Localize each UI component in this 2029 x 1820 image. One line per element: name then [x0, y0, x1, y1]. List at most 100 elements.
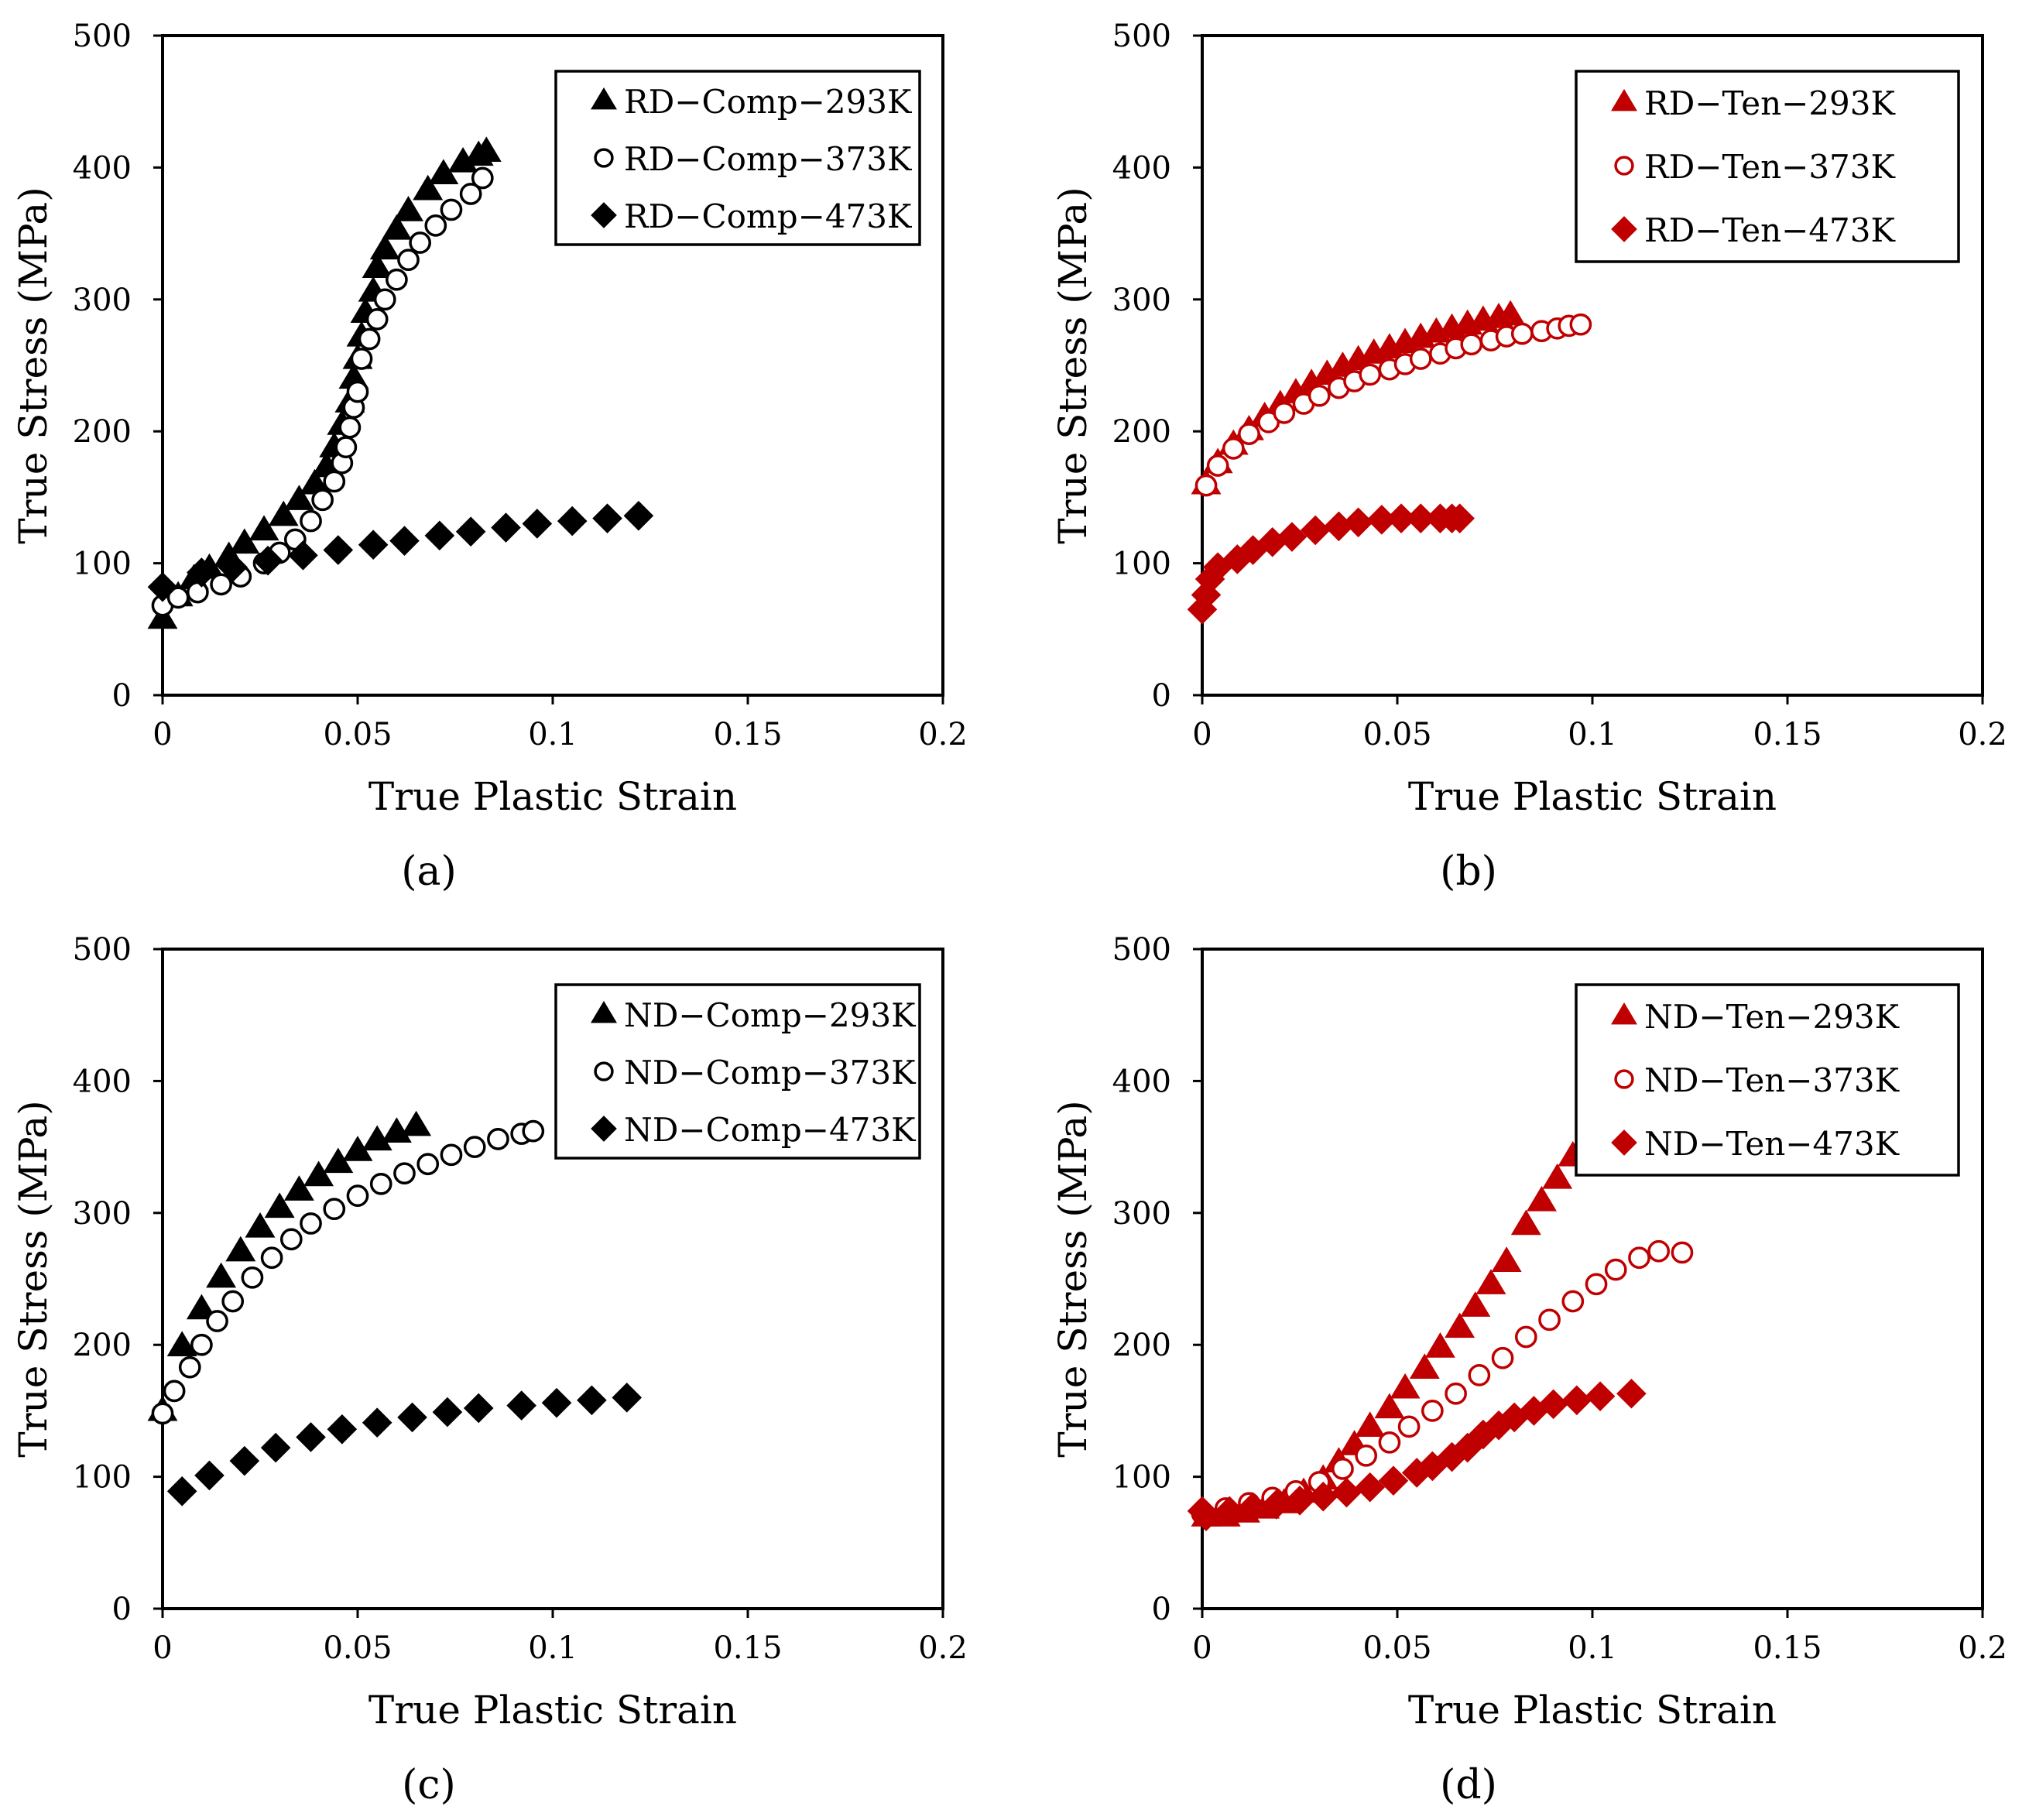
series-2	[166, 1383, 643, 1506]
data-point	[1343, 507, 1373, 538]
y-tick-label: 200	[1112, 414, 1171, 450]
x-axis-label: True Plastic Strain	[1408, 774, 1777, 819]
data-point	[1194, 474, 1218, 497]
legend-entry-label: ND−Ten−373K	[1644, 1061, 1900, 1099]
data-point	[1491, 1346, 1514, 1369]
data-point	[413, 174, 444, 201]
x-tick-label: 0.2	[918, 717, 968, 752]
data-point	[522, 509, 553, 539]
x-tick-label: 0	[153, 1630, 172, 1666]
legend-marker	[1611, 1129, 1637, 1156]
data-point	[1468, 1364, 1491, 1386]
legend-box	[1575, 70, 1960, 263]
data-point	[163, 1380, 186, 1403]
data-point	[245, 1212, 276, 1238]
x-tick-label: 0	[1192, 1630, 1212, 1666]
legend: RD−Comp−293K RD−Comp−373K RD−Comp−473K	[554, 70, 921, 246]
y-tick-label: 400	[1112, 1064, 1171, 1099]
data-point	[1397, 1415, 1421, 1438]
data-point	[1628, 1246, 1650, 1270]
y-tick-label: 0	[112, 1592, 132, 1627]
x-tick-label: 0.1	[1568, 717, 1617, 752]
data-point	[186, 1294, 217, 1320]
data-point	[279, 1228, 303, 1251]
data-point	[1359, 363, 1382, 386]
data-point	[1460, 333, 1483, 356]
data-point	[206, 1310, 228, 1332]
data-point	[300, 509, 322, 533]
data-point	[541, 1387, 572, 1418]
data-point	[323, 535, 354, 565]
data-point	[296, 1422, 326, 1452]
data-point	[1585, 1273, 1608, 1296]
data-point	[1424, 1332, 1455, 1358]
data-point	[1538, 1308, 1561, 1332]
data-point	[1647, 1239, 1671, 1263]
data-point	[373, 288, 396, 311]
data-point	[1585, 1381, 1616, 1411]
data-point	[1569, 313, 1592, 336]
data-point	[592, 503, 622, 533]
data-point	[1378, 1431, 1401, 1454]
data-point	[1355, 1472, 1386, 1503]
data-point	[260, 1432, 291, 1463]
y-tick-label: 500	[1112, 19, 1171, 54]
data-point	[471, 166, 494, 190]
data-point	[365, 308, 389, 331]
data-point	[471, 136, 502, 163]
y-tick-label: 300	[1112, 283, 1171, 318]
data-point	[1332, 1458, 1354, 1480]
legend-entry-label: RD−Ten−473K	[1644, 211, 1897, 249]
data-point	[187, 557, 217, 588]
data-point	[268, 500, 299, 526]
data-point	[362, 1407, 392, 1438]
x-tick-label: 0.1	[1568, 1630, 1617, 1666]
x-tick-label: 0.2	[918, 1630, 968, 1666]
y-tick-label: 300	[73, 1196, 132, 1232]
data-point	[221, 1290, 245, 1313]
data-point	[151, 1402, 174, 1425]
data-point	[283, 1175, 314, 1201]
data-point	[358, 530, 389, 560]
data-point	[1277, 522, 1308, 552]
x-tick-label: 0.2	[1958, 1630, 2007, 1666]
y-tick-label: 500	[73, 19, 132, 54]
legend-marker	[590, 87, 618, 110]
legend-box	[554, 70, 921, 246]
data-point	[166, 1331, 197, 1357]
data-point	[288, 540, 318, 571]
data-point	[311, 488, 334, 512]
data-point	[1421, 1400, 1444, 1422]
data-point	[1445, 1382, 1467, 1405]
chart-panel-c: 0 100 200 300 400 500 0 0.05 0.1 0.15 0.2 True Plas…	[11, 932, 968, 1808]
y-tick-label: 300	[73, 283, 132, 318]
data-point	[440, 1143, 463, 1167]
data-point	[1238, 423, 1260, 445]
data-point	[147, 571, 178, 602]
data-point	[459, 183, 482, 205]
legend-entry-label: ND−Ten−293K	[1644, 998, 1900, 1036]
y-tick-label: 500	[1112, 932, 1171, 968]
data-point	[393, 196, 424, 221]
series-2	[1187, 503, 1475, 625]
data-point	[1510, 1209, 1541, 1236]
legend-entry-label: ND−Ten−473K	[1644, 1125, 1900, 1163]
x-tick-label: 0.05	[323, 1630, 392, 1666]
data-point	[1409, 1353, 1440, 1379]
legend-marker	[594, 148, 614, 168]
legend-marker	[590, 1000, 618, 1023]
data-point	[210, 573, 232, 596]
legend: ND−Comp−293K ND−Comp−373K ND−Comp−473K	[554, 983, 921, 1160]
data-point	[1604, 1258, 1627, 1281]
y-tick-label: 100	[1112, 1460, 1171, 1496]
data-point	[1542, 1163, 1573, 1189]
data-point	[190, 1333, 213, 1356]
series-0	[1191, 300, 1526, 495]
data-point	[393, 1162, 416, 1185]
data-point	[1238, 1492, 1268, 1523]
data-point	[248, 515, 279, 541]
legend-box	[554, 983, 921, 1160]
y-axis-label: True Stress (MPa)	[11, 187, 56, 543]
y-tick-label: 500	[73, 932, 132, 968]
legend-marker	[1614, 1069, 1634, 1089]
